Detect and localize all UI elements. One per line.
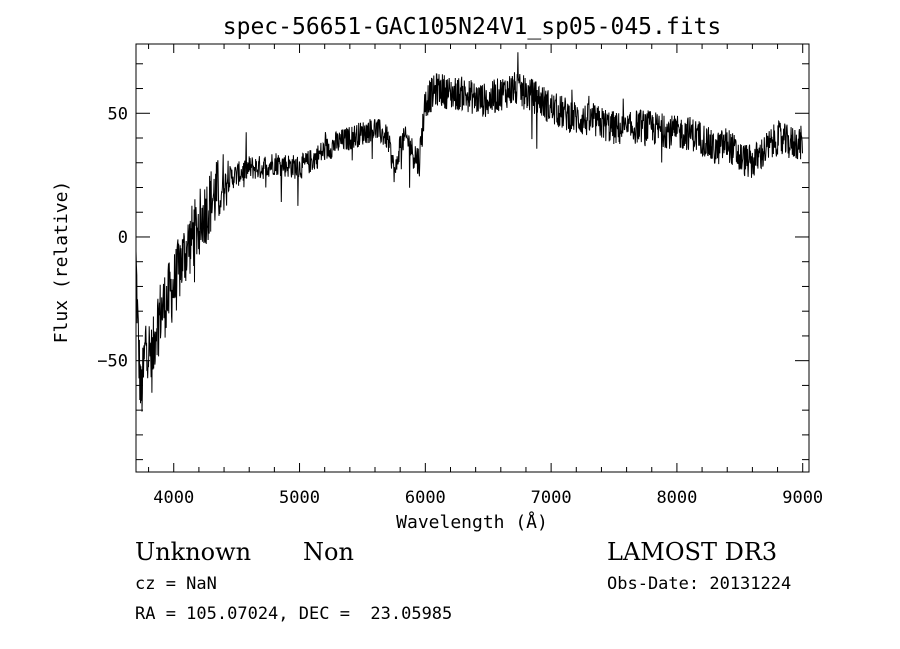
redshift-label: cz = NaN (135, 574, 217, 594)
x-tick-label: 7000 (531, 488, 572, 508)
obs-date-label: Obs-Date: 20131224 (607, 574, 792, 594)
x-tick-label: 9000 (782, 488, 823, 508)
axis-tick-labels: 4000 5000 6000 7000 8000 9000 −50 0 50 (97, 104, 823, 508)
x-tick-label: 5000 (279, 488, 320, 508)
chart-title: spec-56651-GAC105N24V1_sp05-045.fits (223, 14, 722, 40)
object-type-label: Unknown (135, 538, 252, 566)
y-axis-label: Flux (relative) (51, 181, 72, 344)
survey-label: LAMOST DR3 (607, 538, 778, 566)
y-tick-label: 50 (108, 104, 128, 124)
x-tick-label: 6000 (405, 488, 446, 508)
x-axis-label: Wavelength (Å) (396, 511, 548, 533)
spectrum-line (135, 52, 803, 412)
y-tick-label: −50 (97, 352, 128, 372)
x-tick-label: 4000 (153, 488, 194, 508)
x-tick-label: 8000 (656, 488, 697, 508)
y-tick-label: 0 (118, 228, 128, 248)
subclass-label: Non (303, 538, 354, 566)
coordinates-label: RA = 105.07024, DEC = 23.05985 (135, 604, 453, 624)
